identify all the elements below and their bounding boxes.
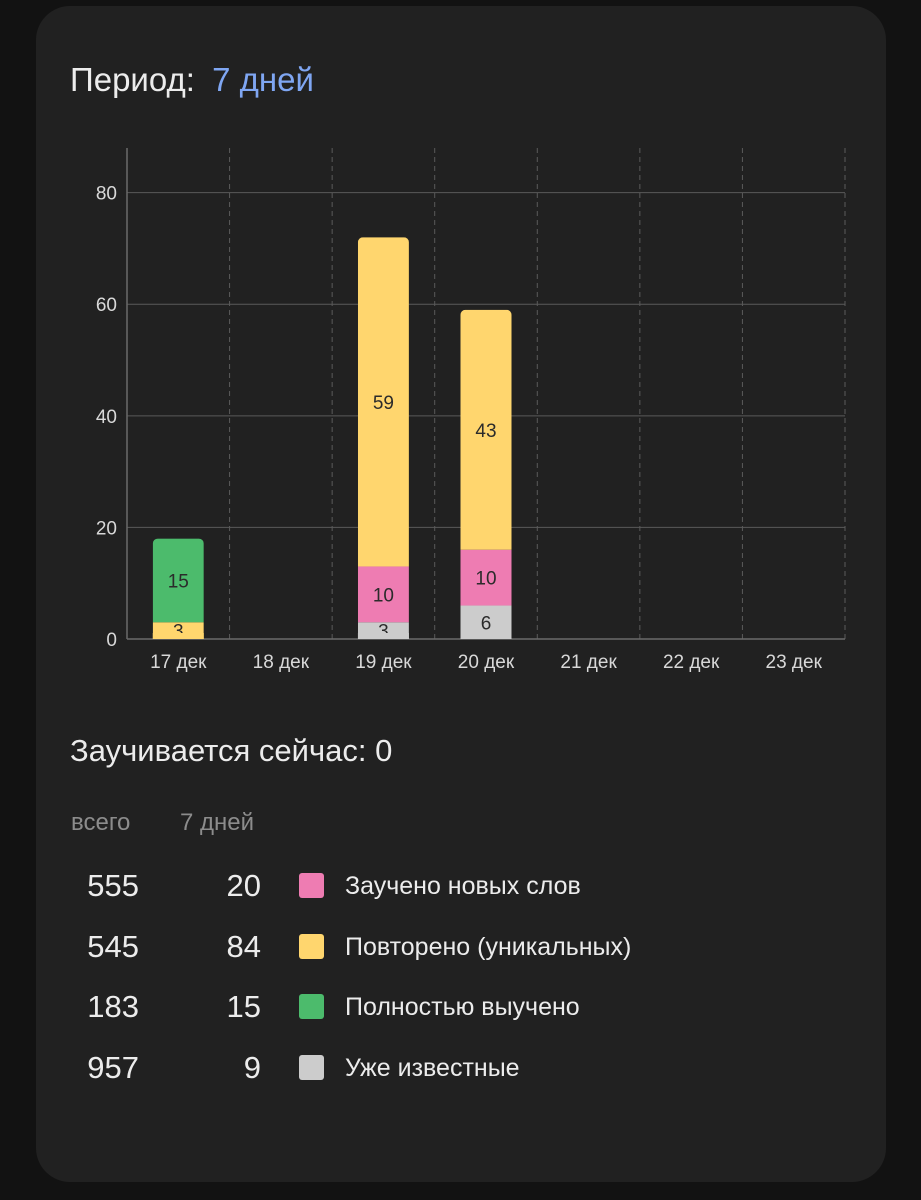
x-tick-label: 19 дек [355,652,412,673]
total-value-new: 555 [87,868,139,903]
legend-swatch-new [299,873,324,898]
x-tick-label: 22 дек [663,652,720,673]
week-value-learned: 15 [226,989,261,1024]
bar-data-label: 10 [373,585,394,606]
week-value-new: 20 [226,868,261,903]
bar-data-label: 10 [475,569,496,590]
x-tick-label: 18 дек [253,652,310,673]
bar-stack [460,309,512,639]
y-tick-label: 20 [96,518,117,539]
legend-swatch-learned [299,994,324,1019]
bar-segment [460,309,512,550]
legend-label-repeated: Повторено (уникальных) [345,933,632,961]
y-tick-label: 0 [106,630,117,651]
period-label: Период: [70,61,195,98]
week-value-known: 9 [243,1050,261,1085]
week-value-repeated: 84 [226,929,261,964]
bar-data-label: 6 [481,613,492,634]
period-selector: Период: 7 дней [70,60,314,100]
bar-data-label: 43 [475,421,496,442]
period-value-link[interactable]: 7 дней [212,61,314,98]
bar-stack [357,237,409,639]
legend-label-new: Заучено новых слов [345,872,581,900]
bar-segment [460,549,512,606]
learning-now-label: Заучивается сейчас: 0 [70,733,393,768]
bar-data-label: 59 [373,393,394,414]
x-tick-label: 23 дек [766,652,823,673]
y-tick-label: 40 [96,407,117,428]
legend-swatch-repeated [299,934,324,959]
bar-segment [152,538,204,623]
total-column-header: всего [71,809,131,836]
x-tick-label: 17 дек [150,652,207,673]
bar-segment [357,237,409,567]
bar-data-label: 3 [173,622,184,643]
bar-data-label: 15 [168,571,189,592]
x-tick-label: 20 дек [458,652,515,673]
bar-base [152,633,204,639]
bar-base [357,633,409,639]
legend-label-learned: Полностью выучено [345,993,580,1021]
week-column-header: 7 дней [180,809,255,836]
legend-label-known: Уже известные [345,1054,520,1082]
total-value-known: 957 [87,1050,139,1085]
legend-swatch-known [299,1055,324,1080]
bar-base [460,633,512,639]
bar-data-label: 3 [378,622,389,643]
stacked-bar-chart: 0 20 40 60 80 17 дек 18 дек 19 дек 20 дек 21 дек 2… [96,148,846,673]
total-value-repeated: 545 [87,929,139,964]
y-tick-label: 60 [96,295,117,316]
bar-segment [357,566,409,623]
y-tick-label: 80 [96,184,117,205]
x-tick-label: 21 дек [560,652,617,673]
total-value-learned: 183 [87,989,139,1024]
